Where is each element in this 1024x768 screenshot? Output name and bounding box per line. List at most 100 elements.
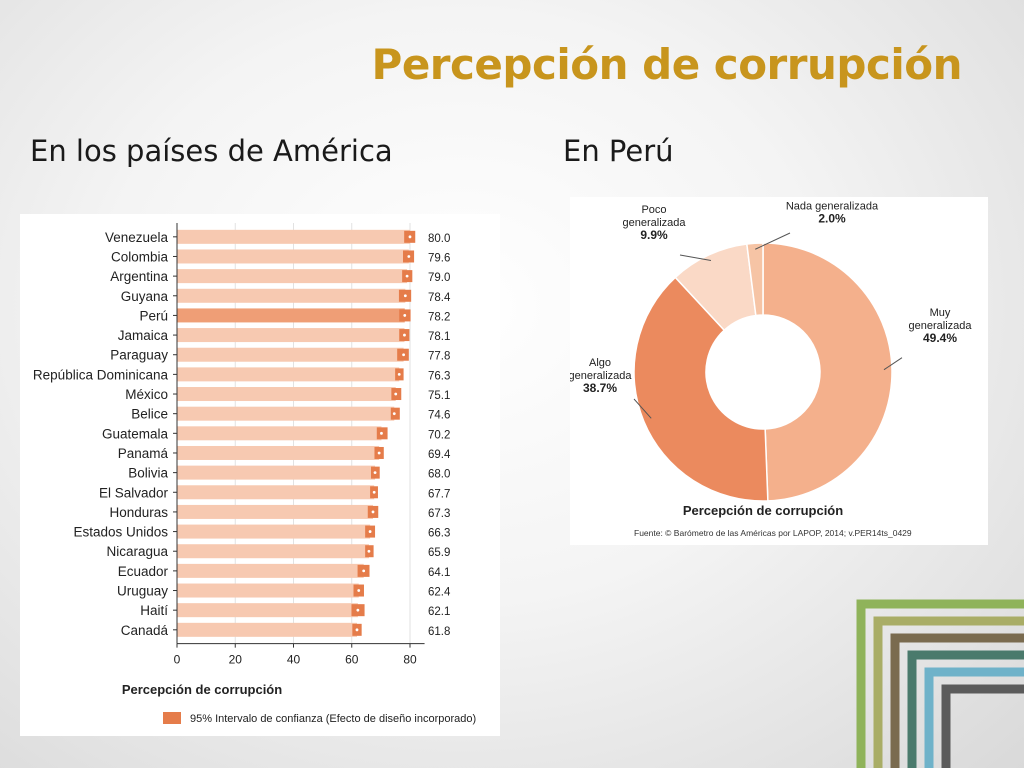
donut-slice <box>633 276 769 502</box>
decor-stripe <box>856 599 1024 768</box>
bar <box>177 485 375 500</box>
category-label: Nicaragua <box>106 544 168 559</box>
decor-stripe <box>907 650 1024 768</box>
category-label: Paraguay <box>110 348 168 363</box>
bar <box>177 406 395 421</box>
ci-point <box>357 589 361 592</box>
bar <box>177 465 376 480</box>
value-label: 62.4 <box>428 587 451 599</box>
category-label: Haití <box>140 603 168 618</box>
slice-label: Algo <box>589 357 611 369</box>
decor-stripe <box>890 633 1024 768</box>
value-label: 79.6 <box>428 252 450 264</box>
bar <box>177 308 405 323</box>
legend-swatch <box>163 712 181 724</box>
bar-chart-panel: Venezuela Colombia Argentina Guyana Perú Jama… <box>20 214 500 736</box>
bar <box>177 583 359 598</box>
category-label: Belice <box>131 407 168 422</box>
category-label: Guatemala <box>102 426 169 441</box>
slice-label: Poco <box>641 204 666 216</box>
bar <box>177 387 396 402</box>
value-label: 79.0 <box>428 272 450 284</box>
category-label: Colombia <box>111 249 169 264</box>
ci-point <box>367 549 371 553</box>
ci-point <box>403 333 406 337</box>
ci-point <box>356 608 360 612</box>
category-label: Ecuador <box>118 564 169 579</box>
value-label: 61.8 <box>428 626 450 638</box>
slice-label: generalizada <box>623 217 687 229</box>
x-tick-label: 20 <box>229 653 243 667</box>
ci-point <box>405 274 409 278</box>
category-label: Estados Unidos <box>73 525 168 540</box>
ci-point <box>362 569 366 573</box>
category-label: Guyana <box>121 289 169 304</box>
slide-title: Percepción de corrupción <box>371 40 963 89</box>
value-label: 77.8 <box>428 351 450 363</box>
x-tick-label: 60 <box>345 653 359 667</box>
category-label: Panamá <box>118 446 169 461</box>
ci-point <box>368 530 372 533</box>
bar-chart-xlabel: Percepción de corrupción <box>122 682 282 697</box>
bar <box>177 288 406 303</box>
bar <box>177 347 404 362</box>
value-label: 78.1 <box>428 331 450 343</box>
slice-label: generalizada <box>570 370 632 382</box>
decor-stripe <box>941 684 1024 768</box>
legend-text: 95% Intervalo de confianza (Efecto de di… <box>190 713 476 725</box>
ci-point <box>392 412 396 416</box>
x-tick-label: 40 <box>287 653 301 667</box>
value-label: 66.3 <box>428 528 450 540</box>
ci-point <box>372 490 376 494</box>
value-label: 67.7 <box>428 488 450 500</box>
category-label: Bolivia <box>128 466 168 481</box>
category-label: Jamaica <box>118 328 169 343</box>
slice-leader-line <box>883 357 903 371</box>
donut-chart-source: Fuente: © Barómetro de las Américas por … <box>634 528 912 538</box>
category-label: Uruguay <box>117 584 168 599</box>
category-label: Perú <box>139 308 168 323</box>
subtitle-americas: En los países de América <box>30 134 393 168</box>
ci-point <box>355 628 359 632</box>
category-label: Venezuela <box>105 230 169 245</box>
decorative-corner-pattern <box>855 598 1024 768</box>
value-label: 76.3 <box>428 370 450 382</box>
ci-point <box>373 471 377 475</box>
ci-point <box>380 431 383 435</box>
bar <box>177 603 358 618</box>
bar <box>177 269 408 284</box>
value-label: 69.4 <box>428 449 451 461</box>
ci-point <box>403 294 407 298</box>
donut-chart-panel: Muy generalizada 49.4% Algo generalizada 38.7… <box>570 197 988 545</box>
ci-point <box>394 392 398 396</box>
x-tick-label: 80 <box>403 653 417 667</box>
category-label: Canadá <box>121 623 169 638</box>
category-label: República Dominicana <box>33 367 169 382</box>
bar-chart: Venezuela Colombia Argentina Guyana Perú Jama… <box>33 223 476 725</box>
bar <box>177 249 409 264</box>
slice-label: Nada generalizada <box>786 201 879 213</box>
bar <box>177 328 405 343</box>
decor-stripe <box>924 667 1024 768</box>
slice-value-label: 49.4% <box>923 331 957 345</box>
ci-point <box>408 235 412 239</box>
bar <box>177 426 382 441</box>
bar <box>177 367 400 382</box>
value-label: 74.6 <box>428 410 450 422</box>
slice-value-label: 2.0% <box>818 212 846 226</box>
ci-point <box>397 372 401 376</box>
donut-chart: Muygeneralizada49.4%Algogeneralizada38.7… <box>570 201 973 539</box>
donut-slice <box>745 242 764 317</box>
x-tick-label: 0 <box>174 653 181 667</box>
bar <box>177 524 371 539</box>
category-label: Honduras <box>109 505 168 520</box>
slice-label: Muy <box>930 307 951 319</box>
donut-slice <box>762 242 893 502</box>
value-label: 78.4 <box>428 292 451 304</box>
bar <box>177 544 369 559</box>
decor-stripe <box>873 616 1024 768</box>
slice-label: generalizada <box>909 320 973 332</box>
slice-leader-line <box>633 398 652 419</box>
category-label: El Salvador <box>99 485 169 500</box>
ci-point <box>402 353 405 357</box>
